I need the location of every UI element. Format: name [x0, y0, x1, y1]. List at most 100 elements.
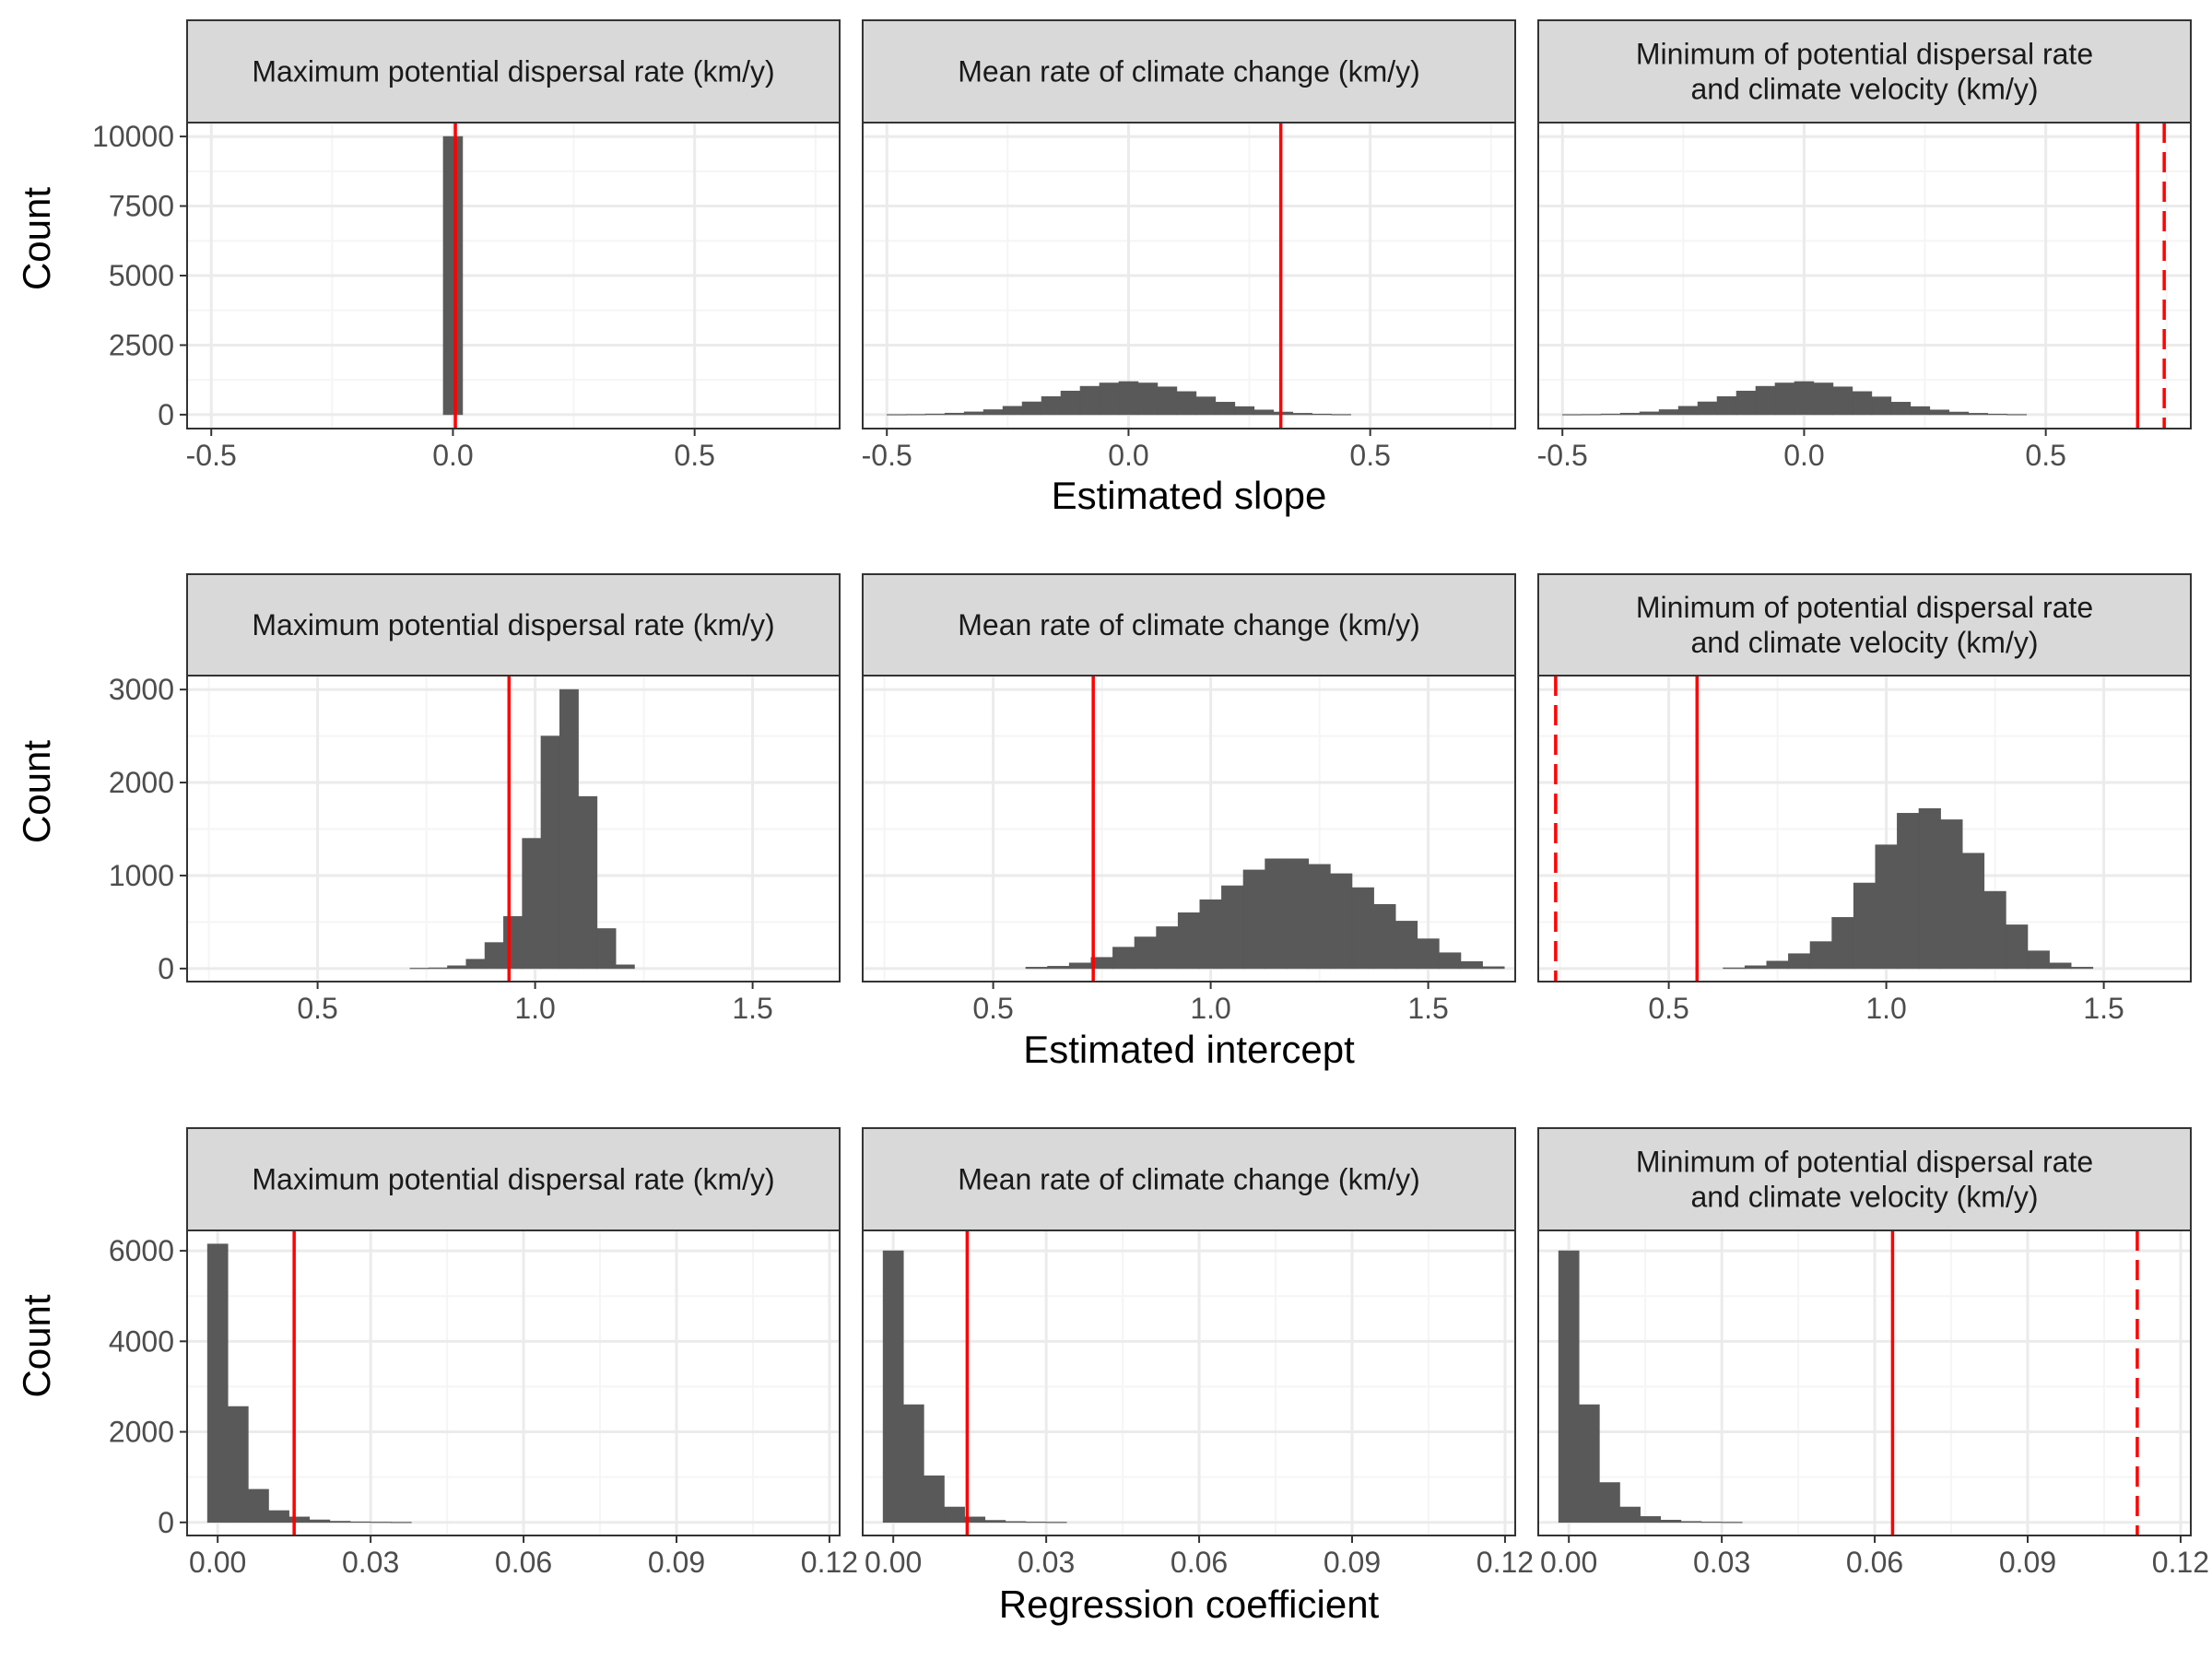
x-tick-label: 0.0: [1108, 439, 1148, 472]
histogram-bar: [1832, 386, 1853, 416]
histogram-bar: [1195, 396, 1217, 416]
histogram-bar: [1744, 965, 1768, 970]
panel-border: [862, 675, 1516, 982]
histogram-bar: [1331, 414, 1351, 416]
histogram-bar: [1853, 882, 1877, 970]
x-tick-label: 0.00: [189, 1546, 246, 1579]
histogram-bar: [1794, 381, 1815, 416]
y-tick-label: 1000: [109, 859, 174, 892]
histogram-bar: [886, 414, 907, 416]
histogram-bar: [1619, 1506, 1641, 1524]
histogram-bar: [409, 968, 429, 970]
x-tick-label: -0.5: [862, 439, 912, 472]
histogram-bar: [1099, 382, 1120, 416]
y-tick-label: 2000: [109, 766, 174, 799]
histogram-bar: [964, 1516, 986, 1524]
strip-label: Maximum potential dispersal rate (km/y): [252, 55, 774, 88]
histogram-bar: [1871, 396, 1892, 416]
plot-background: [187, 1230, 840, 1535]
y-axis-title: Count: [15, 740, 58, 843]
histogram-bar: [1755, 385, 1776, 416]
histogram-bar: [1234, 406, 1255, 416]
panel-r2-c1: Maximum potential dispersal rate (km/y) 0…: [109, 573, 841, 1025]
histogram-bar: [1677, 406, 1699, 416]
x-tick-label: 0.0: [432, 439, 473, 472]
histogram-bar: [1025, 967, 1048, 970]
histogram-bar: [882, 1250, 904, 1524]
histogram-bar: [1640, 1516, 1662, 1524]
histogram-bar: [2027, 950, 2050, 970]
y-tick-label: 5000: [109, 259, 174, 292]
y-tick-label: 10000: [92, 120, 174, 153]
y-tick-label: 0: [158, 952, 174, 985]
histogram-bar: [1910, 406, 1931, 416]
histogram-bar: [1253, 409, 1275, 416]
histogram-bar: [442, 135, 464, 416]
histogram-bar: [1788, 953, 1811, 970]
y-tick-label: 6000: [109, 1234, 174, 1267]
histogram-bar: [1897, 813, 1920, 970]
y-tick-label: 2000: [109, 1416, 174, 1449]
histogram-bar: [1561, 414, 1583, 416]
histogram-bar: [1417, 938, 1440, 970]
histogram-bar: [1581, 414, 1602, 416]
panel-r2-c2: Mean rate of climate change (km/y) 0.5 1.0…: [862, 573, 1516, 1025]
histogram-bar: [596, 928, 617, 970]
histogram-bar: [370, 1522, 392, 1524]
x-tick-label: 1.5: [2083, 992, 2124, 1025]
strip-label: Maximum potential dispersal rate (km/y): [252, 608, 774, 641]
x-axis-title: Estimated slope: [1052, 474, 1327, 517]
panel-border: [186, 1230, 841, 1536]
histogram-bar: [2006, 414, 2027, 416]
strip-header: [862, 19, 1516, 124]
histogram-bar: [484, 942, 504, 970]
y-tick-label: 3000: [109, 673, 174, 706]
y-tick-label: 0: [158, 1506, 174, 1539]
histogram-bar: [1968, 413, 1989, 416]
strip-header: [862, 573, 1516, 677]
x-tick-label: 0.5: [2025, 439, 2065, 472]
histogram-bar: [1813, 382, 1834, 416]
x-tick-label: 0.5: [297, 992, 337, 1025]
histogram-bar: [1716, 395, 1737, 416]
histogram-bar: [1242, 869, 1265, 970]
histogram-bar: [1373, 903, 1396, 970]
histogram-bar: [1723, 967, 1746, 970]
strip-label: Maximum potential dispersal rate (km/y): [252, 1163, 774, 1196]
histogram-bar: [1599, 1482, 1620, 1524]
strip-header: [1537, 573, 2192, 677]
histogram-bar: [1041, 395, 1062, 416]
histogram-bar: [1005, 1521, 1027, 1524]
x-tick-label: -0.5: [186, 439, 237, 472]
histogram-bar: [963, 411, 984, 416]
histogram-bar: [1948, 411, 1970, 416]
histogram-bar: [1286, 858, 1310, 970]
x-tick-label: 1.0: [514, 992, 555, 1025]
histogram-bar: [1639, 411, 1660, 416]
x-tick-label: 0.0: [1783, 439, 1824, 472]
panel-r3-c2: Mean rate of climate change (km/y) 0.00 0.…: [862, 1127, 1534, 1579]
histogram-bar: [1118, 381, 1139, 416]
panel-border: [862, 1230, 1516, 1536]
histogram-bar: [268, 1510, 289, 1524]
x-tick-label: 0.03: [1018, 1546, 1075, 1579]
histogram-bar: [349, 1521, 371, 1524]
x-axis-title: Estimated intercept: [1023, 1028, 1355, 1071]
strip-header: [1537, 1127, 2192, 1231]
strip-label: Minimum of potential dispersal rate: [1636, 1146, 2093, 1179]
histogram-bar: [1918, 808, 1941, 970]
histogram-bar: [227, 1406, 249, 1524]
histogram-bar: [1766, 960, 1789, 970]
histogram-bar: [1068, 962, 1092, 970]
strip-label: and climate velocity (km/y): [1691, 626, 2039, 659]
panel-border: [186, 675, 841, 982]
x-tick-label: 0.12: [1477, 1546, 1534, 1579]
histogram-bar: [1680, 1521, 1702, 1524]
histogram-bar: [1482, 966, 1505, 970]
histogram-bar: [1134, 936, 1157, 970]
histogram-bar: [905, 414, 926, 416]
strip-header: [186, 573, 841, 677]
panel-r1-c2: Mean rate of climate change (km/y) -0.5 0.…: [862, 19, 1516, 472]
histogram-bar: [1351, 887, 1374, 970]
